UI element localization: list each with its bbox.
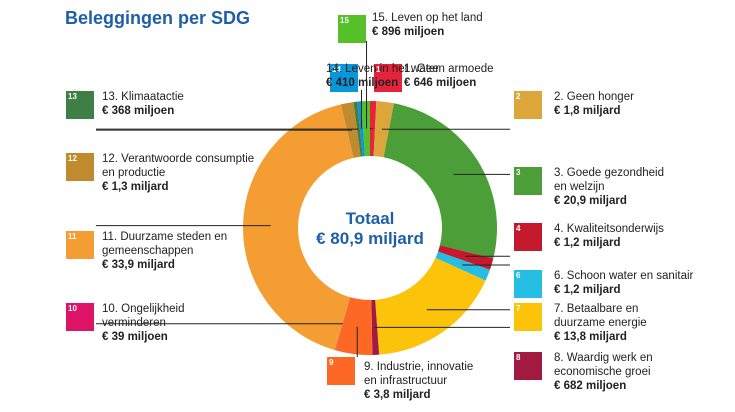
slice-labels: 1 1. Geen armoede € 646 miljoen 2 2. Geen ho… [66,12,694,401]
label-sdg-12-line-1: 12. Verantwoorde consumptie [102,153,254,165]
sdg-8-icon [514,352,542,380]
center-total-label: Totaal [346,209,395,228]
sdg-11-icon-number: 11 [68,232,77,241]
donut-slices [243,101,497,355]
value-sdg-1: € 646 miljoen [404,77,476,89]
label-sdg-3-line-1: 3. Goede gezondheid [554,167,664,179]
sdg-4-icon [514,223,542,251]
sdg-15-icon-number: 15 [340,16,349,25]
sdg-1-icon [374,64,402,92]
sdg-6-icon [514,270,542,298]
label-sdg-4-line-1: 4. Kwaliteitsonderwijs [554,223,664,235]
label-sdg-14-line-1: 14. Leven in het water [326,63,439,75]
center-total-value: € 80,9 miljard [316,229,424,248]
value-sdg-4: € 1,2 miljard [554,237,620,249]
label-sdg-10-line-2: verminderen [102,317,166,329]
value-sdg-2: € 1,8 miljard [554,105,620,117]
sdg-6-icon-number: 6 [516,271,521,280]
slice-sdg-1 [370,101,377,157]
value-sdg-3: € 20,9 miljard [554,195,627,207]
sdg-9-icon-number: 9 [329,358,334,367]
value-sdg-9: € 3,8 miljard [364,389,430,401]
sdg-2-icon [514,91,542,119]
label-sdg-11-line-1: 11. Duurzame steden en [102,231,227,243]
label-sdg-8-line-2: economische groei [554,366,651,378]
sdg-14-icon [330,64,358,92]
label-sdg-2-line-1: 2. Geen honger [554,91,634,103]
slice-sdg-9 [335,297,373,355]
sdg-10-icon [66,303,94,331]
sdg-14-icon-number: 14 [332,65,341,74]
sdg-4-icon-number: 4 [516,224,521,233]
label-sdg-9-line-2: en infrastructuur [364,375,447,387]
label-sdg-15-line-1: 15. Leven op het land [372,12,483,24]
sdg-7-icon [514,303,542,331]
value-sdg-12: € 1,3 miljard [102,181,168,193]
sdg-3-icon [514,167,542,195]
slice-sdg-11 [243,104,354,351]
label-sdg-12-line-2: en productie [102,167,165,179]
slice-sdg-4 [438,245,494,270]
sdg-12-icon [66,153,94,181]
sdg-9-icon [327,357,355,385]
sdg-7-icon-number: 7 [516,304,521,313]
label-sdg-10-line-1: 10. Ongelijkheid [102,303,184,315]
sdg-1-icon-number: 1 [376,65,381,74]
label-sdg-13-line-1: 13. Klimaatactie [102,91,184,103]
value-sdg-8: € 682 miljoen [554,380,626,392]
sdg-3-icon-number: 3 [516,168,521,177]
label-connectors [96,41,510,357]
chart-title: Beleggingen per SDG [65,8,251,28]
label-sdg-8-line-1: 8. Waardig werk en [554,352,653,364]
value-sdg-10: € 39 miljoen [102,331,168,343]
sdg-11-icon [66,231,94,259]
sdg-10-icon-number: 10 [68,304,77,313]
sdg-2-icon-number: 2 [516,92,521,101]
value-sdg-13: € 368 miljoen [102,105,174,117]
slice-sdg-15 [361,101,370,157]
label-sdg-9-line-1: 9. Industrie, innovatie [364,361,473,373]
value-sdg-6: € 1,2 miljard [554,284,620,296]
slice-sdg-7 [375,257,486,355]
sdg-13-icon-number: 13 [68,92,77,101]
sdg-15-icon [338,15,366,43]
sdg-8-icon-number: 8 [516,353,521,362]
value-sdg-7: € 13,8 miljard [554,331,627,343]
slice-sdg-6 [435,251,490,281]
value-sdg-15: € 896 miljoen [372,26,444,38]
sdg-13-icon [66,91,94,119]
label-sdg-11-line-2: gemeenschappen [102,245,193,257]
label-sdg-3-line-2: en welzijn [554,181,605,193]
slice-sdg-3 [383,103,497,259]
label-sdg-7-line-2: duurzame energie [554,317,647,329]
sdg-12-icon-number: 12 [68,154,77,163]
value-sdg-11: € 33,9 miljard [102,259,175,271]
label-sdg-6-line-1: 6. Schoon water en sanitair [554,270,694,282]
label-sdg-1-line-1: 1. Geen armoede [404,63,494,75]
label-sdg-7-line-1: 7. Betaalbare en [554,303,638,315]
value-sdg-14: € 410 miljoen [326,77,398,89]
